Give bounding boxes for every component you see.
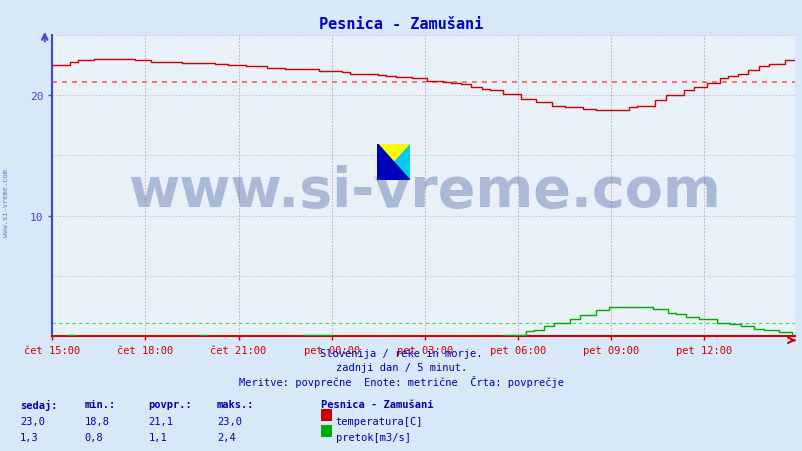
Text: 0,8: 0,8 xyxy=(84,432,103,442)
Text: Pesnica - Zamušani: Pesnica - Zamušani xyxy=(319,17,483,32)
Text: povpr.:: povpr.: xyxy=(148,399,192,409)
Text: Meritve: povprečne  Enote: metrične  Črta: povprečje: Meritve: povprečne Enote: metrične Črta:… xyxy=(239,375,563,387)
Text: www.si-vreme.com: www.si-vreme.com xyxy=(128,165,719,219)
Text: 21,1: 21,1 xyxy=(148,416,173,426)
Text: 1,3: 1,3 xyxy=(20,432,38,442)
Text: 18,8: 18,8 xyxy=(84,416,109,426)
Text: 1,1: 1,1 xyxy=(148,432,167,442)
Text: maks.:: maks.: xyxy=(217,399,254,409)
Polygon shape xyxy=(377,144,409,180)
Text: sedaj:: sedaj: xyxy=(20,399,58,410)
Text: Slovenija / reke in morje.: Slovenija / reke in morje. xyxy=(320,348,482,358)
Text: 2,4: 2,4 xyxy=(217,432,235,442)
Text: zadnji dan / 5 minut.: zadnji dan / 5 minut. xyxy=(335,362,467,372)
Text: www.si-vreme.com: www.si-vreme.com xyxy=(3,169,10,237)
Text: pretok[m3/s]: pretok[m3/s] xyxy=(335,432,410,442)
Text: min.:: min.: xyxy=(84,399,115,409)
Text: temperatura[C]: temperatura[C] xyxy=(335,416,423,426)
Text: Pesnica - Zamušani: Pesnica - Zamušani xyxy=(321,399,433,409)
Text: 23,0: 23,0 xyxy=(20,416,45,426)
Polygon shape xyxy=(377,144,409,180)
Text: 23,0: 23,0 xyxy=(217,416,241,426)
